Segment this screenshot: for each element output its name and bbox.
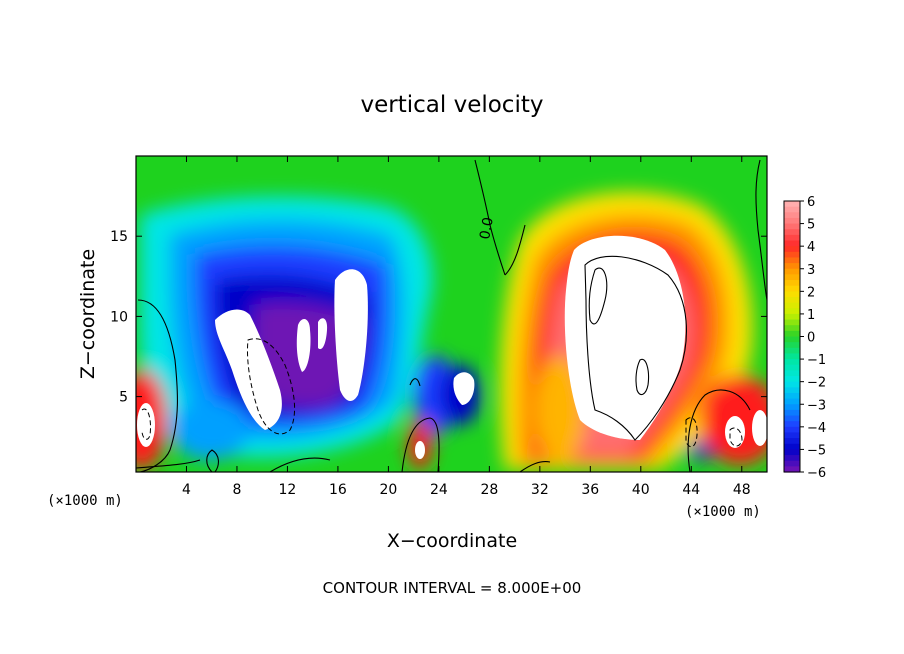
colorbar-swatch xyxy=(784,302,800,309)
colorbar-swatch xyxy=(784,387,800,394)
colorbar-swatch xyxy=(784,415,800,422)
colorbar-swatch xyxy=(784,268,800,275)
colorbar-swatch xyxy=(784,432,800,439)
colorbar-swatch xyxy=(784,223,800,230)
contour-label: 0.0 xyxy=(477,216,497,241)
colorbar-label: −4 xyxy=(807,421,826,436)
colorbar-swatch xyxy=(784,291,800,298)
colorbar-label: 5 xyxy=(807,218,815,233)
colorbar-swatch xyxy=(784,313,800,321)
heatmap-field: 0.0 xyxy=(136,156,767,472)
colorbar-swatch xyxy=(784,342,800,349)
y-axis: 5 10 15 xyxy=(110,229,767,406)
colorbar-label: −5 xyxy=(807,443,826,458)
y-tick-label: 5 xyxy=(119,390,128,406)
colorbar-swatch xyxy=(784,449,800,456)
x-tick-label: 32 xyxy=(531,482,549,498)
colorbar-swatch xyxy=(784,426,800,434)
x-tick-label: 44 xyxy=(682,482,700,498)
colorbar-swatch xyxy=(784,455,800,462)
colorbar-swatch xyxy=(784,234,800,242)
colorbar-label: −1 xyxy=(807,353,826,368)
y-tick-label: 15 xyxy=(110,229,128,245)
x-unit-left: (×1000 m) xyxy=(47,493,123,509)
colorbar-swatch xyxy=(784,240,800,247)
colorbar-swatch xyxy=(784,398,800,405)
colorbar-label: 3 xyxy=(807,263,815,278)
colorbar-swatch xyxy=(784,409,800,417)
x-axis: 4 8 12 16 20 24 28 32 36 40 44 48 xyxy=(182,156,751,498)
x-tick-label: 20 xyxy=(379,482,397,498)
x-tick-label: 48 xyxy=(733,482,751,498)
colorbar-swatch xyxy=(784,460,800,467)
x-tick-label: 24 xyxy=(430,482,448,498)
colorbar-swatch xyxy=(784,319,800,326)
colorbar-swatch xyxy=(784,251,800,259)
x-tick-label: 4 xyxy=(182,482,191,498)
y-axis-label: Z−coordinate xyxy=(77,249,99,379)
colorbar-swatch xyxy=(784,392,800,400)
colorbar-label: −6 xyxy=(807,466,826,481)
negative-contours xyxy=(141,338,743,448)
colorbar-label: 0 xyxy=(807,331,815,346)
colorbar: 6 5 4 3 2 1 0 −1 −2 −3 −4 −5 −6 xyxy=(783,195,826,481)
colorbar-label: −3 xyxy=(807,398,826,413)
colorbar-swatch xyxy=(784,325,800,332)
colorbar-swatch xyxy=(784,206,800,213)
colorbar-swatch xyxy=(784,466,800,473)
colorbar-swatch xyxy=(784,229,800,236)
colorbar-swatch xyxy=(784,280,800,287)
contour-interval-note: CONTOUR INTERVAL = 8.000E+00 xyxy=(323,579,582,597)
colorbar-swatch xyxy=(784,364,800,371)
colorbar-swatch xyxy=(784,359,800,366)
colorbar-swatch xyxy=(784,274,800,281)
x-tick-label: 16 xyxy=(329,482,347,498)
colorbar-swatch xyxy=(784,347,800,355)
y-tick-label: 10 xyxy=(110,309,128,325)
plot-frame xyxy=(135,155,768,473)
colorbar-swatch xyxy=(784,330,800,338)
colorbar-swatch xyxy=(784,376,800,383)
colorbar-swatch xyxy=(784,404,800,411)
colorbar-swatch xyxy=(784,201,800,208)
colorbar-swatch xyxy=(784,296,800,304)
colorbar-label: −2 xyxy=(807,376,826,391)
x-tick-label: 36 xyxy=(581,482,599,498)
updraft-core xyxy=(564,235,686,440)
colorbar-swatch xyxy=(784,443,800,451)
colorbar-swatch xyxy=(784,257,800,264)
colorbar-swatch xyxy=(784,421,800,428)
colorbar-label: 4 xyxy=(807,240,815,255)
x-unit-right: (×1000 m) xyxy=(685,504,761,520)
contour-lines xyxy=(136,159,767,472)
colorbar-swatch xyxy=(784,263,800,270)
colorbar-swatch xyxy=(784,381,800,388)
colorbar-swatch xyxy=(784,212,800,219)
colorbar-swatch xyxy=(784,438,800,445)
colorbar-swatch xyxy=(784,285,800,292)
colorbar-swatch xyxy=(784,336,800,343)
downdraft-core-2 xyxy=(334,269,368,402)
colorbar-swatch xyxy=(784,308,800,315)
colorbar-swatch xyxy=(784,246,800,253)
x-tick-label: 8 xyxy=(232,482,241,498)
colorbar-swatch xyxy=(784,217,800,225)
colorbar-label: 6 xyxy=(807,195,815,210)
x-tick-label: 40 xyxy=(632,482,650,498)
x-axis-label: X−coordinate xyxy=(387,530,517,552)
x-tick-label: 12 xyxy=(279,482,297,498)
x-tick-label: 28 xyxy=(480,482,498,498)
colorbar-label: 1 xyxy=(807,308,815,323)
colorbar-swatch xyxy=(784,353,800,360)
colorbar-swatch xyxy=(784,370,800,377)
colorbar-label: 2 xyxy=(807,285,815,300)
chart-title: vertical velocity xyxy=(361,92,544,118)
